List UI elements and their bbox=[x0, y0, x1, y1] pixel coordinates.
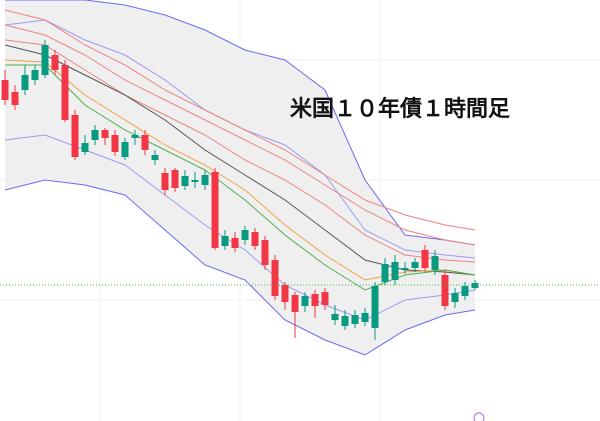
candle-body bbox=[241, 230, 249, 240]
candle-body bbox=[61, 65, 69, 120]
plot-area bbox=[1, 0, 479, 356]
candle-body bbox=[101, 130, 109, 138]
candle-body bbox=[301, 296, 309, 306]
candle-body bbox=[441, 275, 449, 306]
candle-body bbox=[31, 70, 39, 80]
candle-body bbox=[461, 286, 469, 296]
candle-body bbox=[251, 232, 259, 246]
candle-body bbox=[281, 285, 289, 302]
candle-body bbox=[211, 172, 219, 248]
candle-body bbox=[141, 135, 149, 150]
candle-body bbox=[371, 286, 379, 328]
candle-body bbox=[351, 315, 359, 324]
candle-body bbox=[261, 240, 269, 265]
candle-body bbox=[411, 262, 419, 268]
indicator-line bbox=[4, 179, 476, 356]
candle-body bbox=[181, 176, 189, 186]
indicator-line bbox=[4, 24, 476, 246]
indicator-icon[interactable] bbox=[473, 412, 485, 421]
indicator-line bbox=[4, 9, 476, 231]
candle-body bbox=[91, 130, 99, 140]
indicator-line bbox=[4, 39, 476, 263]
candle-body bbox=[331, 314, 339, 320]
candle-body bbox=[151, 155, 159, 160]
candle-body bbox=[21, 75, 29, 90]
candle-body bbox=[71, 115, 79, 157]
candle-body bbox=[81, 143, 89, 152]
candle-body bbox=[121, 142, 129, 157]
band-fill bbox=[5, 0, 475, 355]
candle-body bbox=[1, 80, 9, 100]
candle-body bbox=[221, 236, 229, 246]
candle-body bbox=[171, 170, 179, 188]
indicator-line bbox=[5, 64, 476, 291]
candle-body bbox=[401, 268, 409, 270]
candle-body bbox=[161, 173, 169, 190]
candle-body bbox=[131, 135, 139, 138]
candle-body bbox=[421, 250, 429, 268]
candle-body bbox=[321, 292, 329, 305]
candle-body bbox=[431, 256, 439, 270]
candle-body bbox=[51, 55, 59, 70]
chart-title: 米国１０年債１時間足 bbox=[290, 96, 510, 122]
candle-body bbox=[41, 45, 49, 75]
candle-body bbox=[11, 92, 19, 105]
indicator-line bbox=[5, 0, 476, 246]
candle-body bbox=[111, 135, 119, 152]
candle-body bbox=[391, 262, 399, 280]
candle-body bbox=[191, 180, 199, 182]
candle-body bbox=[311, 294, 319, 306]
candle-body bbox=[271, 260, 279, 296]
candle-body bbox=[341, 316, 349, 326]
candle-body bbox=[381, 264, 389, 282]
candle-body bbox=[361, 313, 369, 322]
candle-body bbox=[201, 175, 209, 185]
candle-body bbox=[231, 238, 239, 248]
candle-body bbox=[291, 295, 299, 312]
candle-body bbox=[451, 293, 459, 302]
